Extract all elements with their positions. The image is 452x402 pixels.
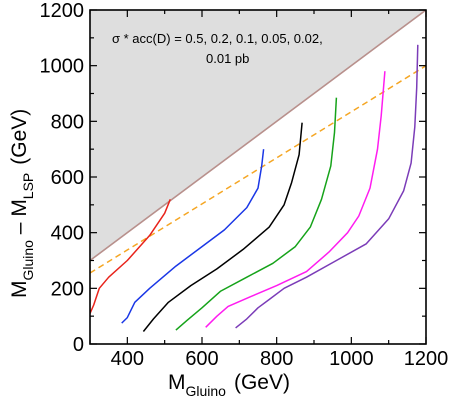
y-axis-title-minus: – M — [8, 199, 31, 240]
y-tick-label: 200 — [51, 278, 84, 300]
annotation-line-1: σ * acc(D) = 0.5, 0.2, 0.1, 0.05, 0.02, — [112, 31, 323, 46]
annotation-line-2: 0.01 pb — [206, 51, 249, 66]
plot-area — [90, 10, 426, 332]
y-axis-title-unit: (GeV) — [8, 109, 31, 165]
axis-ticks: 400 600 800 1000 1200 0 200 400 600 800 1000 1200 — [40, 0, 449, 370]
x-axis-title-main: M — [168, 371, 186, 394]
series-line-0_05 — [175, 97, 338, 331]
excluded-region-boundary — [90, 10, 426, 262]
x-tick-label: 800 — [260, 348, 293, 370]
y-tick-label: 1200 — [40, 0, 85, 22]
y-axis-title-subscript-1: Gluino — [20, 240, 36, 281]
x-tick-label: 1200 — [404, 348, 449, 370]
x-axis-title-unit: (GeV) — [234, 371, 290, 394]
y-axis-title-subscript-2: LSP — [20, 173, 36, 199]
y-axis-title: MGluino – MLSP (GeV) — [8, 109, 36, 298]
x-axis-title: MGluino (GeV) — [168, 371, 290, 399]
y-tick-label: 800 — [51, 111, 84, 133]
series-line-0_5 — [90, 199, 171, 314]
series-line-0_1 — [142, 122, 303, 332]
series-lines — [90, 44, 419, 332]
x-axis-title-subscript: Gluino — [186, 383, 227, 399]
series-line-0_02 — [205, 71, 386, 328]
x-tick-label: 1000 — [329, 348, 374, 370]
y-tick-label: 0 — [73, 334, 84, 356]
y-tick-label: 400 — [51, 223, 84, 245]
x-tick-label: 600 — [185, 348, 218, 370]
y-tick-label: 600 — [51, 167, 84, 189]
y-tick-label: 1000 — [40, 56, 85, 78]
y-axis-title-main: M — [8, 281, 31, 299]
series-line-0_01 — [235, 44, 419, 329]
x-tick-label: 400 — [111, 348, 144, 370]
series-line-0_2 — [121, 149, 265, 324]
